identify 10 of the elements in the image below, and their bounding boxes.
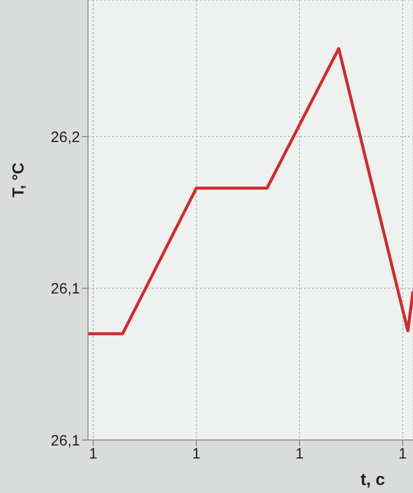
x-tick-label: 1 [398, 446, 407, 463]
x-tick-label: 1 [88, 446, 98, 463]
y-tick-label: 26,1 [50, 432, 80, 450]
x-axis-title: t, c [360, 470, 385, 489]
x-tick-label: 1 [192, 446, 201, 463]
x-tick-label: 1 [295, 446, 304, 463]
y-axis-title: T, °C [10, 162, 28, 198]
line-series [88, 47, 413, 336]
y-tick-label: 26,1 [50, 280, 80, 298]
y-tick-label: 26,2 [50, 128, 80, 146]
